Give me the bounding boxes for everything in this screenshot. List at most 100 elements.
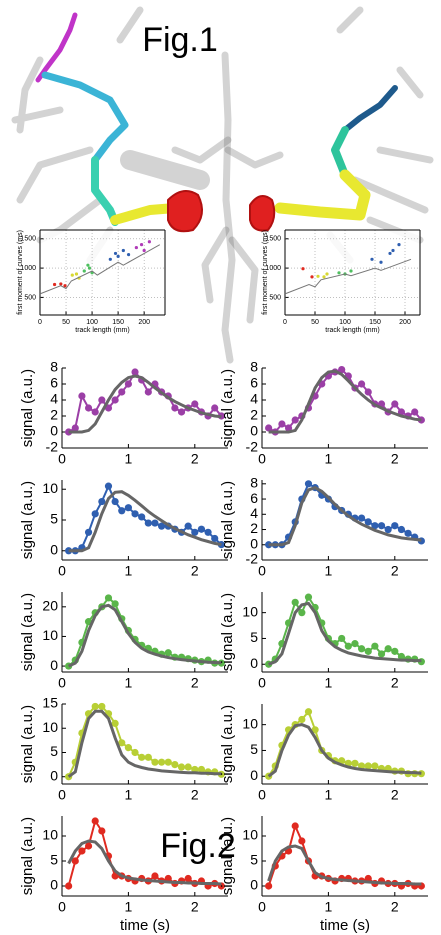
data-point — [151, 872, 159, 880]
y-tick-label: 0 — [50, 767, 58, 783]
y-tick-label: 8 — [250, 475, 258, 491]
y-tick-label: 1500 — [20, 236, 36, 243]
data-point — [338, 366, 346, 374]
y-axis-label: signal (a.u.) — [219, 369, 236, 447]
y-tick-label: 500 — [24, 294, 36, 301]
data-point — [351, 759, 359, 767]
x-tick-label: 0 — [38, 319, 42, 326]
x-tick-label: 150 — [112, 319, 124, 326]
data-point — [131, 368, 139, 376]
data-point — [118, 739, 126, 747]
y-tick-label: 0 — [50, 657, 58, 673]
data-point — [364, 647, 372, 655]
data-point — [291, 822, 299, 830]
y-tick-label: 0 — [250, 767, 258, 783]
scatter-chart: 500 1000 1500 0 50 100 150 200 first moment of c… — [262, 229, 421, 334]
x-tick-label: 2 — [391, 675, 399, 691]
x-tick-label: 1 — [125, 787, 133, 803]
y-axis-label: signal (a.u.) — [19, 369, 36, 447]
data-point — [384, 645, 392, 653]
y-tick-label: -2 — [46, 439, 59, 455]
data-point — [171, 404, 179, 412]
data-point — [144, 519, 152, 527]
y-axis-label: signal (a.u.) — [19, 481, 36, 559]
data-point — [91, 408, 99, 416]
data-point — [171, 761, 179, 769]
data-point — [371, 762, 379, 770]
data-point — [298, 837, 306, 845]
trend-line — [284, 258, 412, 295]
data-point — [397, 525, 406, 534]
x-axis-label: time (s) — [320, 917, 370, 934]
y-tick-label: 1000 — [20, 265, 36, 272]
data-point — [397, 652, 406, 661]
x-tick-label: 1 — [325, 899, 333, 915]
x-tick-label: 0 — [58, 899, 66, 915]
y-tick-label: 0 — [250, 535, 258, 551]
x-tick-label: 0 — [258, 787, 266, 803]
x-tick-label: 0 — [258, 563, 266, 579]
x-axis-label: track length (mm) — [325, 327, 379, 334]
x-tick-label: 0 — [258, 899, 266, 915]
data-point — [391, 647, 399, 655]
data-point — [124, 380, 132, 388]
data-point — [84, 528, 93, 536]
x-tick-label: 1 — [325, 563, 333, 579]
y-tick-label: 4 — [250, 391, 258, 407]
y-tick-label: 6 — [250, 375, 258, 391]
model-curve — [268, 485, 422, 547]
model-curve — [68, 490, 222, 553]
data-point — [310, 275, 314, 279]
vessel-rendering — [11, 6, 434, 364]
data-point — [411, 408, 419, 416]
x-tick-label: 50 — [62, 319, 70, 326]
y-tick-label: -2 — [246, 439, 259, 455]
y-tick-label: 10 — [42, 480, 58, 496]
data-point — [291, 598, 299, 606]
x-tick-label: 0 — [58, 563, 66, 579]
line-chart: 0 10 20 0 1 2 signal (a.u.) — [19, 592, 228, 691]
x-tick-label: 200 — [399, 319, 411, 326]
data-point — [164, 649, 172, 657]
y-tick-label: 2 — [250, 520, 258, 536]
x-tick-label: 2 — [391, 899, 399, 915]
y-tick-label: 10 — [242, 827, 258, 843]
y-tick-label: 2 — [50, 407, 58, 423]
data-point — [63, 284, 67, 288]
data-point — [139, 243, 144, 247]
x-tick-label: 1 — [125, 899, 133, 915]
data-point — [78, 392, 86, 400]
plot-background — [285, 230, 420, 315]
data-point — [131, 748, 139, 757]
data-point — [111, 600, 119, 608]
data-point — [124, 504, 132, 512]
data-point — [71, 857, 79, 865]
y-tick-label: 1500 — [265, 236, 281, 243]
data-point — [322, 275, 326, 279]
data-point — [98, 827, 106, 835]
x-tick-label: 1 — [325, 675, 333, 691]
line-chart: 0 5 10 0 1 2 signal (a.u.) — [19, 480, 228, 579]
x-axis-label: time (s) — [120, 917, 170, 934]
data-point — [278, 420, 286, 428]
x-tick-label: 2 — [391, 563, 399, 579]
data-point — [91, 702, 99, 711]
figure-label: Fig.2 — [160, 827, 236, 865]
data-point — [59, 282, 63, 286]
data-point — [337, 271, 341, 275]
line-chart: 0 5 10 0 1 2 signal (a.u.) time (s) — [219, 816, 428, 934]
x-tick-label: 0 — [58, 451, 66, 467]
data-point — [371, 642, 379, 650]
data-point — [265, 882, 273, 890]
model-curve — [67, 603, 222, 668]
model-curve — [267, 844, 422, 886]
data-point — [184, 522, 192, 530]
scatter-chart: 500 1000 1500 0 50 100 150 200 first moment of c… — [17, 229, 166, 334]
data-point — [78, 847, 86, 855]
data-point — [371, 522, 379, 530]
x-axis-label: track length (mm) — [75, 327, 129, 334]
x-tick-label: 2 — [191, 899, 199, 915]
model-curve — [267, 723, 422, 778]
